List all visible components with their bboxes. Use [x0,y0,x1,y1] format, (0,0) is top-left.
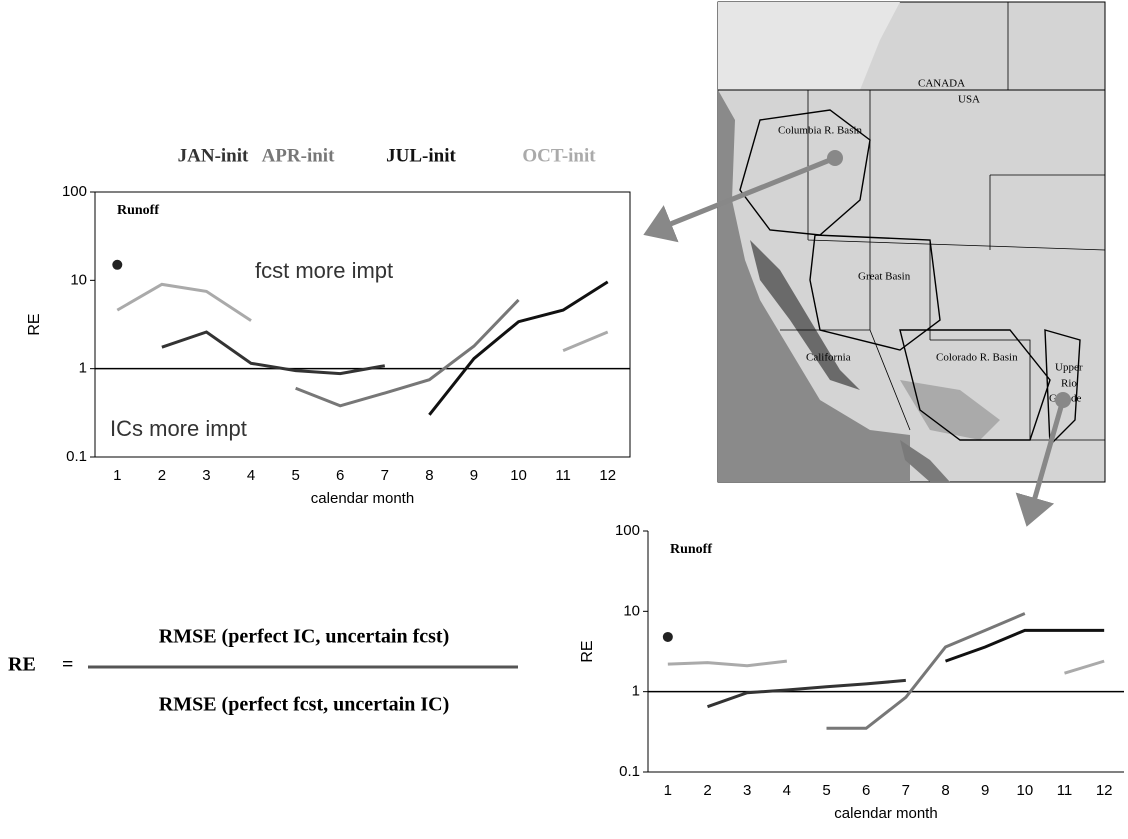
y-tick-label: 10 [70,271,87,288]
y-tick-label: 1 [79,360,87,377]
x-tick-label: 10 [1016,782,1033,799]
legend-entry: OCT-init [522,145,596,166]
x-tick-label: 9 [470,467,478,484]
x-tick-label: 2 [703,782,711,799]
x-tick-label: 12 [599,467,616,484]
y-tick-label: 100 [62,183,87,200]
x-tick-label: 4 [247,467,255,484]
y-tick-label: 0.1 [66,448,87,465]
y-tick-label: 0.1 [619,763,640,780]
x-tick-label: 6 [862,782,870,799]
formula-equals: = [62,654,73,676]
x-tick-label: 4 [783,782,791,799]
map-label: Rio [1061,378,1077,390]
x-tick-label: 10 [510,467,527,484]
series-line [296,300,519,406]
series-line [827,613,1025,728]
map-label: Columbia R. Basin [778,125,863,137]
legend-entry: APR-init [262,145,336,166]
annotation: ICs more impt [110,416,247,441]
formula: RE = RMSE (perfect IC, uncertain fcst) R… [8,626,518,716]
x-tick-label: 3 [202,467,210,484]
y-axis-label: RE [579,640,596,662]
map-label: USA [958,94,980,106]
series-line [946,630,1105,661]
map-label: California [806,352,851,364]
map-label: Colorado R. Basin [936,352,1018,364]
y-tick-label: 10 [623,602,640,619]
plot-title: Runoff [117,203,159,218]
formula-numerator: RMSE (perfect IC, uncertain fcst) [159,626,449,648]
x-tick-label: 7 [381,467,389,484]
formula-lhs: RE [8,654,36,676]
x-tick-label: 6 [336,467,344,484]
series-line [708,680,906,706]
series-line [162,332,385,374]
x-axis-label: calendar month [834,805,937,822]
y-axis-label: RE [26,313,43,335]
x-tick-label: 8 [941,782,949,799]
x-tick-label: 12 [1096,782,1113,799]
x-tick-label: 5 [291,467,299,484]
x-tick-label: 3 [743,782,751,799]
x-tick-label: 11 [555,467,571,484]
map-label: Upper [1055,362,1083,374]
map-label: CANADA [918,78,965,90]
annotation: fcst more impt [255,258,393,283]
legend-entry: JUL-init [386,145,456,166]
slide: CANADA USA Columbia R. Basin Great Basin… [0,0,1128,834]
map: CANADA USA Columbia R. Basin Great Basin… [718,2,1105,482]
x-tick-label: 1 [664,782,672,799]
y-tick-label: 1 [632,683,640,700]
x-tick-label: 11 [1057,782,1073,799]
x-tick-label: 1 [113,467,121,484]
x-tick-label: 8 [425,467,433,484]
y-tick-label: 100 [615,522,640,539]
legend-entry: JAN-init [178,145,249,166]
data-point [112,260,122,270]
map-label: Great Basin [858,271,911,283]
plot-title: Runoff [670,542,712,557]
series-line [668,661,1104,673]
x-tick-label: 9 [981,782,989,799]
x-tick-label: 2 [158,467,166,484]
x-axis-label: calendar month [311,490,414,507]
formula-denominator: RMSE (perfect fcst, uncertain IC) [159,694,449,716]
x-tick-label: 5 [822,782,830,799]
data-point [663,632,673,642]
x-tick-label: 7 [902,782,910,799]
